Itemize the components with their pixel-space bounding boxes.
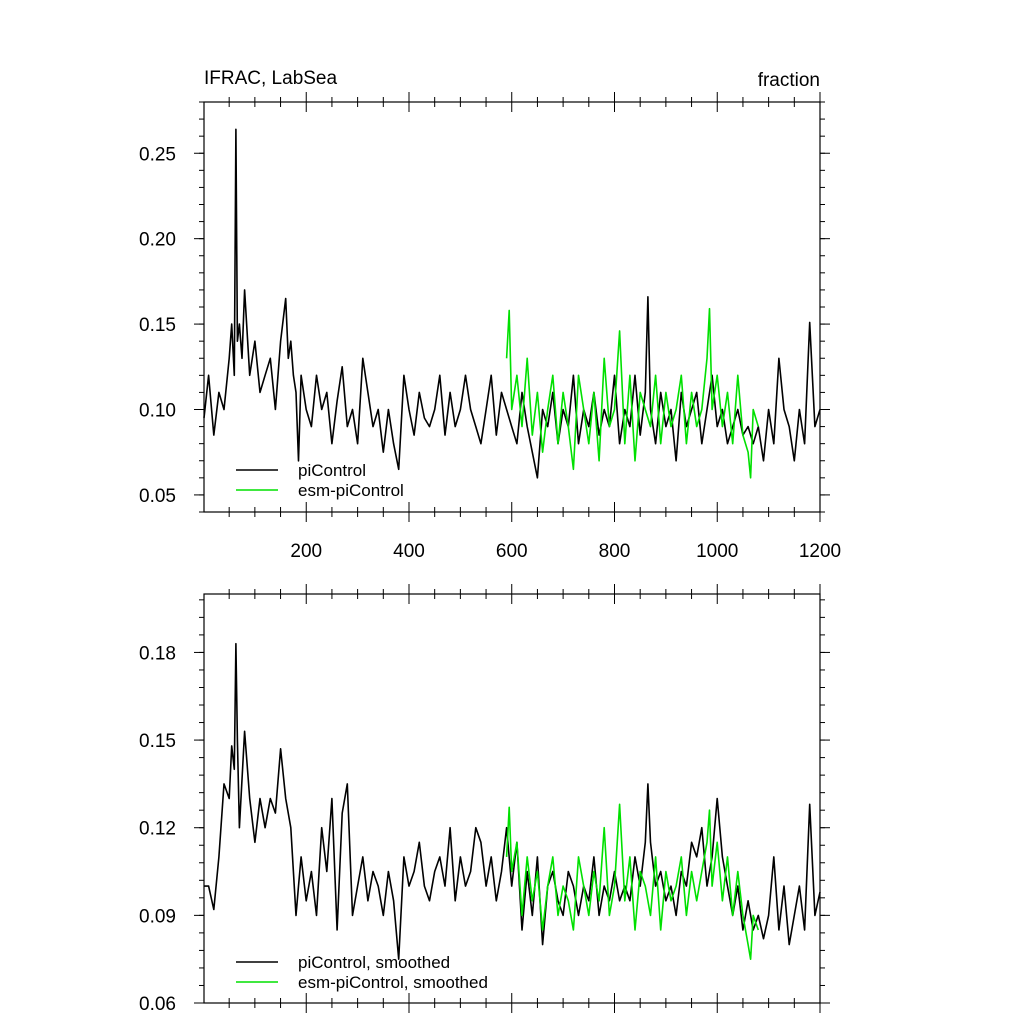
y-tick-label: 0.06 <box>139 994 176 1015</box>
legend-label: piControl <box>298 461 366 480</box>
top-panel: 200 400 600 800 1000 1200 0.05 0.10 0.15 0.20 0.25… <box>139 92 841 562</box>
x-tick-label: 200 <box>290 541 322 562</box>
y-tick-label: 0.25 <box>139 144 176 165</box>
y-tick-label: 0.20 <box>139 230 176 251</box>
y-tick-label: 0.15 <box>139 315 176 336</box>
x-tick-label: 400 <box>393 541 425 562</box>
legend-label: piControl, smoothed <box>298 953 450 972</box>
series-line-piControl <box>204 642 821 961</box>
legend-label: esm-piControl <box>298 481 404 500</box>
chart-title-left: IFRAC, LabSea <box>204 68 337 89</box>
legend-label: esm-piControl, smoothed <box>298 973 488 992</box>
series-line-esm-piControl <box>505 803 760 961</box>
y-tick-label: 0.18 <box>139 643 176 664</box>
series-line-piControl <box>203 128 821 479</box>
y-tick-label: 0.15 <box>139 731 176 752</box>
y-tick-label: 0.12 <box>139 819 176 840</box>
plot-frame <box>203 101 821 513</box>
x-tick-label: 600 <box>496 541 528 562</box>
x-tick-label: 1200 <box>799 541 841 562</box>
bottom-panel: 0.06 0.09 0.12 0.15 0.18 piControl, smoothede… <box>139 584 830 1015</box>
x-tick-label: 1000 <box>696 541 738 562</box>
y-tick-label: 0.10 <box>139 401 176 422</box>
x-tick-label: 800 <box>599 541 631 562</box>
y-tick-label: 0.09 <box>139 906 176 927</box>
plot-frame <box>203 593 821 1004</box>
y-tick-label: 0.05 <box>139 486 176 507</box>
series-line-esm-piControl <box>505 307 760 479</box>
chart-title-right: fraction <box>758 70 820 91</box>
